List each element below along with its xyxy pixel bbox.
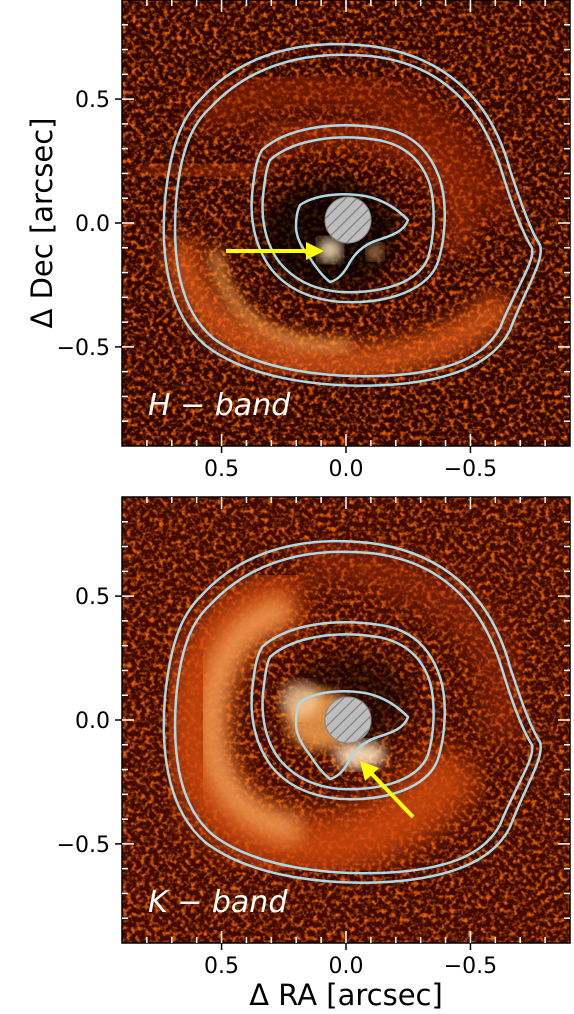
h-band-ticks: [115, 0, 570, 453]
contour-mid-2: [261, 633, 435, 791]
contour-outer-2: [173, 53, 534, 378]
contour-mid-1: [250, 621, 447, 801]
y-tick-label: −0.5: [57, 833, 110, 858]
y-tick-label: 0.5: [75, 585, 110, 610]
h-band-label: H − band: [148, 388, 291, 423]
contour-mid-1: [250, 124, 447, 304]
y-tick-label: 0.0: [75, 212, 110, 237]
x-tick-label: −0.5: [444, 954, 497, 979]
h-band-coronagraph-mask: [324, 196, 372, 244]
panel-h-band: H − band: [115, 0, 571, 453]
contour-outer-1: [162, 539, 543, 884]
x-tick-label: 0.0: [329, 954, 364, 979]
x-tick-label: −0.5: [444, 457, 497, 482]
x-axis-title: Δ RA [arcsec]: [249, 978, 443, 1012]
y-tick-label: 0.0: [75, 709, 110, 734]
k-band-coronagraph-mask: [324, 696, 372, 744]
y-tick-label: −0.5: [57, 336, 110, 361]
contour-inner: [294, 193, 410, 284]
x-tick-label: 0.0: [329, 457, 364, 482]
k-band-arrow: [360, 761, 415, 819]
h-band-arrow: [226, 242, 324, 260]
contour-inner: [294, 690, 410, 781]
k-band-ticks: [115, 497, 570, 950]
contour-outer-2: [173, 550, 534, 875]
x-tick-label: 0.5: [204, 954, 239, 979]
k-band-contours: [162, 539, 543, 884]
axis-labels: 0.5 0.0 −0.5 0.5 0.0 −0.5 0.5 0.0 −0.5 0.5 0.0 −0.5: [57, 88, 498, 979]
h-band-contours: [162, 42, 543, 387]
y-tick-label: 0.5: [75, 88, 110, 113]
k-band-label: K − band: [148, 885, 288, 920]
panel-k-band: K − band: [115, 496, 571, 950]
contour-outer-1: [162, 42, 543, 387]
contour-mid-2: [261, 136, 435, 294]
x-tick-label: 0.5: [204, 457, 239, 482]
y-axis-title: Δ Dec [arcsec]: [25, 118, 59, 329]
